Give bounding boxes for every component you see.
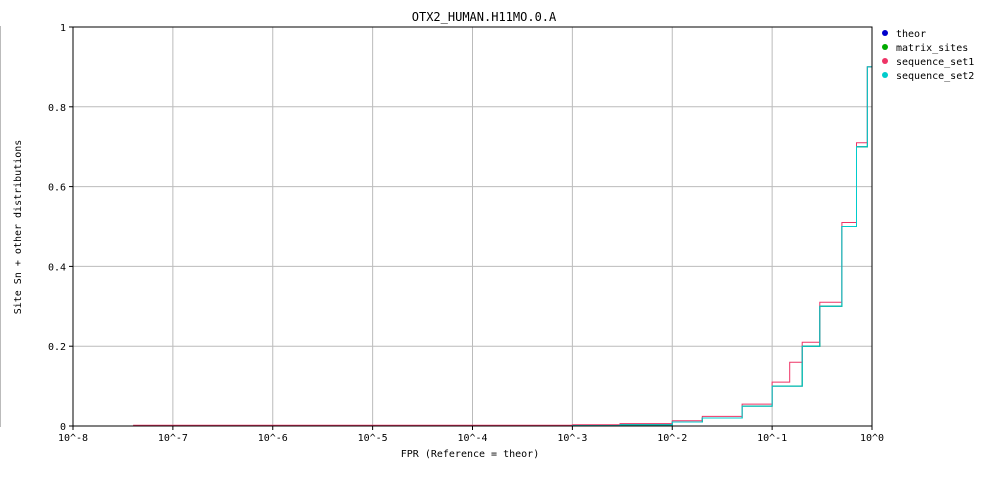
y-tick-label: 1 xyxy=(60,23,66,34)
legend-label: matrix_sites xyxy=(896,43,968,54)
x-tick-label: 10^-7 xyxy=(158,433,188,444)
grid xyxy=(69,26,873,430)
plot-frame xyxy=(72,26,873,427)
x-tick-label: 10^-5 xyxy=(358,433,388,444)
y-tick-labels: 0 0.2 0.4 0.6 0.8 1 xyxy=(48,23,66,433)
legend: theor matrix_sites sequence_set1 sequence_s… xyxy=(882,29,974,82)
x-tick-label: 10^-1 xyxy=(757,433,787,444)
x-tick-label: 10^-4 xyxy=(457,433,487,444)
y-tick-label: 0.4 xyxy=(48,262,66,273)
x-tick-label: 10^-6 xyxy=(258,433,288,444)
legend-marker xyxy=(882,30,888,36)
x-tick-label: 10^-8 xyxy=(58,433,88,444)
legend-label: theor xyxy=(896,29,926,40)
x-tick-label: 10^-2 xyxy=(657,433,687,444)
x-tick-label: 10^0 xyxy=(860,433,884,444)
y-axis-label: Site Sn + other distributions xyxy=(13,140,24,315)
legend-marker xyxy=(882,44,888,50)
y-tick-label: 0 xyxy=(60,422,66,433)
series-line-matrix-sites xyxy=(572,27,873,427)
legend-label: sequence_set2 xyxy=(896,71,974,82)
y-tick-label: 0.2 xyxy=(48,342,66,353)
series-line-theor xyxy=(572,27,873,427)
series-line-sequence-set1 xyxy=(133,27,873,426)
series-lines xyxy=(133,27,873,427)
legend-marker xyxy=(882,58,888,64)
x-axis-label: FPR (Reference = theor) xyxy=(401,449,539,460)
x-tick-labels: 10^-8 10^-7 10^-6 10^-5 10^-4 10^-3 10^-2 10^-1… xyxy=(58,433,884,444)
chart-title: OTX2_HUMAN.H11MO.0.A xyxy=(412,10,557,24)
x-tick-label: 10^-3 xyxy=(557,433,587,444)
legend-marker xyxy=(882,72,888,78)
y-tick-label: 0.6 xyxy=(48,183,66,194)
y-tick-label: 0.8 xyxy=(48,103,66,114)
legend-label: sequence_set1 xyxy=(896,57,974,68)
